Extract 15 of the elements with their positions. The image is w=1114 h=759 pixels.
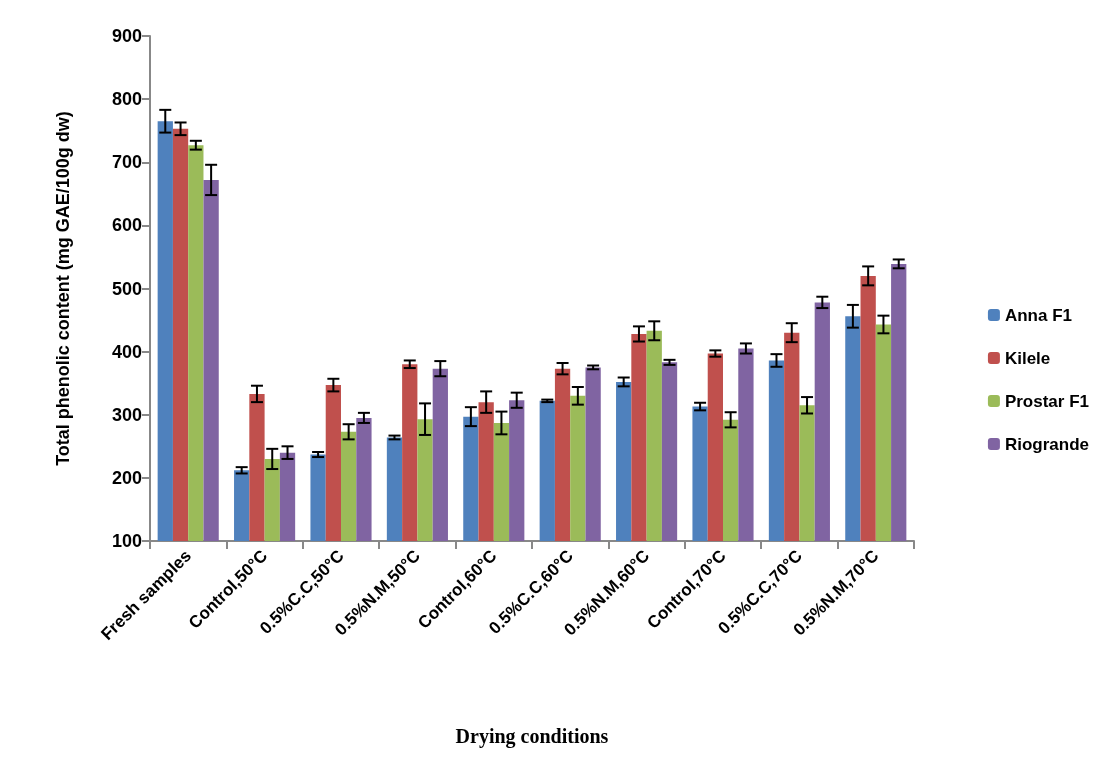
y-axis-title: Total phenolic content (mg GAE/100g dw) bbox=[53, 111, 73, 466]
y-tick-label: 400 bbox=[111, 341, 142, 362]
legend-label: Prostar F1 bbox=[1004, 391, 1090, 411]
y-tick-label: 900 bbox=[111, 26, 142, 46]
y-tick-label: 300 bbox=[111, 404, 142, 425]
y-tick-label: 600 bbox=[111, 215, 142, 236]
x-axis-title: Drying conditions bbox=[455, 725, 609, 748]
y-tick-label: 800 bbox=[111, 89, 142, 110]
y-tick-label: 200 bbox=[111, 467, 142, 488]
y-tick-label: 700 bbox=[111, 152, 142, 173]
y-tick-label: 100 bbox=[111, 531, 142, 551]
y-tick-label: 500 bbox=[111, 278, 142, 299]
legend-label: Kilele bbox=[1004, 348, 1051, 368]
legend-label: Anna F1 bbox=[1004, 305, 1072, 325]
legend-label: Riogrande bbox=[1004, 434, 1089, 454]
